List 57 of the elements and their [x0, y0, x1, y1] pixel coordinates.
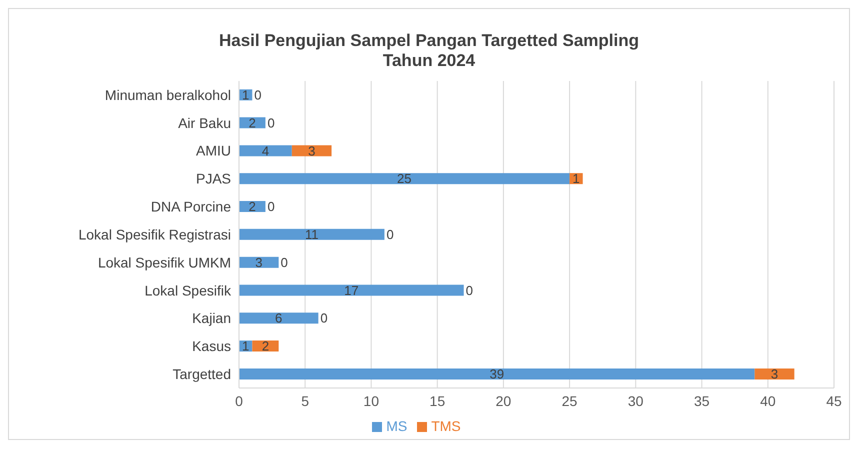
y-tick-label: AMIU [196, 142, 231, 159]
x-tick-label: 35 [694, 392, 710, 409]
y-tick-label: Air Baku [178, 114, 231, 131]
data-label: 0 [386, 227, 394, 242]
y-tick-label: Targetted [172, 366, 231, 382]
data-label: 2 [262, 338, 270, 354]
data-label: 4 [262, 143, 270, 158]
x-tick-label: 25 [562, 392, 578, 409]
data-label: 0 [267, 115, 275, 130]
data-label: 0 [267, 199, 275, 214]
data-label: 39 [490, 366, 504, 382]
legend-label: TMS [431, 418, 461, 434]
data-label: 0 [254, 87, 262, 102]
x-tick-label: 0 [235, 392, 244, 409]
x-tick-label: 10 [363, 392, 380, 409]
bar [239, 228, 384, 240]
data-label: 11 [304, 227, 318, 242]
data-label: 25 [397, 171, 412, 186]
data-label: 1 [242, 338, 250, 354]
x-tick-label: 20 [496, 392, 512, 409]
y-tick-label: Kajian [192, 310, 231, 326]
bar [239, 145, 292, 156]
data-label: 0 [320, 310, 328, 326]
bar [239, 368, 755, 380]
x-tick-label: 15 [430, 392, 446, 409]
data-label: 2 [248, 115, 256, 130]
data-label: 3 [255, 254, 262, 270]
bar [292, 145, 332, 156]
bar [239, 284, 464, 296]
x-tick-label: 40 [760, 392, 776, 409]
data-label: 1 [242, 87, 250, 102]
x-tick-label: 30 [628, 392, 644, 409]
data-label: 6 [275, 310, 282, 326]
data-label: 3 [770, 366, 778, 382]
chart-subtitle: Tahun 2024 [382, 51, 476, 71]
y-tick-label: Minuman beralkohol [104, 86, 231, 103]
y-tick-label: Lokal Spesifik Registrasi [78, 226, 231, 242]
data-label: 2 [248, 199, 256, 214]
bar [754, 368, 794, 380]
data-label: 1 [572, 171, 580, 186]
bar [239, 312, 318, 324]
y-tick-label: Lokal Spesifik [144, 282, 232, 298]
legend-label: MS [386, 418, 408, 434]
y-tick-label: PJAS [196, 170, 231, 187]
chart-title: Hasil Pengujian Sampel Pangan Targetted Sampling [218, 31, 640, 51]
data-label: 0 [466, 282, 474, 298]
x-tick-label: 45 [826, 392, 842, 409]
data-label: 17 [344, 282, 359, 298]
y-tick-label: Lokal Spesifik UMKM [98, 254, 231, 270]
y-tick-label: Kasus [192, 338, 231, 354]
bar [252, 340, 279, 352]
bar [239, 256, 279, 268]
data-label: 3 [308, 143, 316, 158]
x-tick-label: 5 [301, 392, 310, 409]
bar [239, 173, 570, 184]
data-label: 0 [280, 254, 288, 270]
y-tick-label: DNA Porcine [150, 198, 232, 215]
